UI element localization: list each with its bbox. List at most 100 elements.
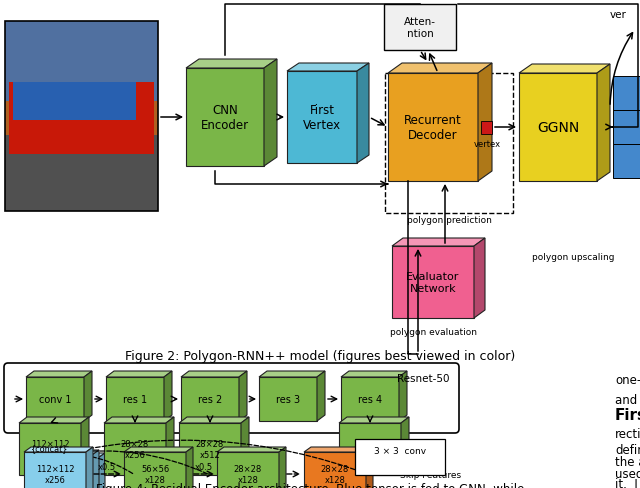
Polygon shape — [186, 60, 277, 69]
Text: First: First — [615, 407, 640, 423]
Polygon shape — [217, 447, 286, 452]
Text: First
Vertex: First Vertex — [303, 104, 341, 132]
Text: polygon prediction: polygon prediction — [406, 216, 492, 224]
Text: the a: the a — [615, 454, 640, 468]
Polygon shape — [36, 453, 105, 458]
Polygon shape — [124, 447, 193, 452]
Text: 28×28
x512: 28×28 x512 — [196, 439, 224, 459]
Polygon shape — [181, 371, 247, 377]
Text: conv 1: conv 1 — [39, 394, 71, 404]
Polygon shape — [164, 371, 172, 421]
FancyBboxPatch shape — [384, 5, 456, 51]
Text: 28×28
x2048: 28×28 x2048 — [356, 439, 384, 459]
Polygon shape — [217, 452, 279, 488]
Text: Atten-
ntion: Atten- ntion — [404, 17, 436, 39]
Polygon shape — [241, 417, 249, 475]
Polygon shape — [341, 377, 399, 421]
Text: Skip Features: Skip Features — [400, 469, 461, 479]
Polygon shape — [104, 417, 174, 423]
Polygon shape — [388, 74, 478, 182]
Bar — [5, 136, 158, 212]
Polygon shape — [186, 447, 193, 488]
Polygon shape — [399, 371, 407, 421]
Text: GGNN: GGNN — [537, 121, 579, 135]
Text: defin: defin — [615, 443, 640, 456]
Polygon shape — [392, 246, 474, 318]
Bar — [13, 82, 136, 121]
Text: Recurrent
Decoder: Recurrent Decoder — [404, 114, 462, 142]
Polygon shape — [26, 371, 92, 377]
Polygon shape — [239, 371, 247, 421]
Bar — [5, 22, 158, 102]
Polygon shape — [98, 453, 105, 488]
Text: res 4: res 4 — [358, 394, 382, 404]
Text: 3 × 3  conv: 3 × 3 conv — [374, 447, 426, 456]
Polygon shape — [81, 417, 89, 475]
Polygon shape — [264, 60, 277, 167]
Polygon shape — [24, 447, 93, 452]
Polygon shape — [519, 74, 597, 182]
Polygon shape — [30, 455, 92, 488]
Polygon shape — [366, 447, 373, 488]
Polygon shape — [317, 371, 325, 421]
Text: polygon evaluation: polygon evaluation — [390, 327, 477, 336]
Bar — [613, 111, 640, 145]
FancyBboxPatch shape — [355, 439, 445, 475]
Polygon shape — [304, 447, 373, 452]
Polygon shape — [186, 69, 264, 167]
Polygon shape — [341, 371, 407, 377]
Text: used: used — [615, 467, 640, 480]
Text: 28×28
x128: 28×28 x128 — [321, 465, 349, 484]
Text: Figure 4: Residual Encoder architecture. Blue tensor is fed to GNN, while: Figure 4: Residual Encoder architecture.… — [96, 482, 524, 488]
Polygon shape — [179, 423, 241, 475]
Bar — [5, 102, 158, 136]
Text: ver: ver — [610, 10, 627, 20]
Text: x0.5: x0.5 — [98, 463, 116, 471]
Text: res 1: res 1 — [123, 394, 147, 404]
Text: 56×56
x128: 56×56 x128 — [141, 465, 169, 484]
Polygon shape — [392, 239, 485, 246]
Polygon shape — [19, 417, 89, 423]
Text: Figure 2: Polygon-RNN++ model (figures best viewed in color): Figure 2: Polygon-RNN++ model (figures b… — [125, 349, 515, 362]
Polygon shape — [104, 423, 166, 475]
Text: rectio: rectio — [615, 427, 640, 440]
Text: CNN
Encoder: CNN Encoder — [201, 104, 249, 132]
Polygon shape — [339, 423, 401, 475]
Text: 112×112
x64: 112×112 x64 — [31, 439, 69, 459]
Bar — [481, 122, 492, 135]
Polygon shape — [304, 452, 366, 488]
Text: and t: and t — [615, 393, 640, 406]
Polygon shape — [179, 417, 249, 423]
Polygon shape — [26, 377, 84, 421]
Text: res 3: res 3 — [276, 394, 300, 404]
Bar — [9, 82, 154, 155]
Polygon shape — [124, 452, 186, 488]
Text: Resnet-50: Resnet-50 — [397, 373, 449, 383]
Bar — [5, 22, 158, 212]
Text: 112×112
x256: 112×112 x256 — [36, 465, 74, 484]
Polygon shape — [388, 64, 492, 74]
Polygon shape — [474, 239, 485, 318]
Polygon shape — [259, 377, 317, 421]
Bar — [613, 145, 640, 179]
Polygon shape — [84, 371, 92, 421]
Text: 28×28
x256: 28×28 x256 — [121, 439, 149, 459]
Polygon shape — [92, 450, 99, 488]
Text: vertex: vertex — [474, 140, 500, 149]
Polygon shape — [287, 72, 357, 163]
Text: x0.5: x0.5 — [195, 463, 213, 471]
Polygon shape — [166, 417, 174, 475]
Polygon shape — [36, 458, 98, 488]
Polygon shape — [24, 452, 86, 488]
Polygon shape — [478, 64, 492, 182]
Text: Evaluator
Network: Evaluator Network — [406, 272, 460, 293]
Polygon shape — [597, 65, 610, 182]
Text: res 2: res 2 — [198, 394, 222, 404]
Polygon shape — [106, 371, 172, 377]
Polygon shape — [401, 417, 409, 475]
Polygon shape — [519, 65, 610, 74]
Text: {concat}: {concat} — [31, 444, 68, 452]
Text: polygon upscaling: polygon upscaling — [532, 252, 614, 262]
Polygon shape — [357, 64, 369, 163]
Polygon shape — [106, 377, 164, 421]
